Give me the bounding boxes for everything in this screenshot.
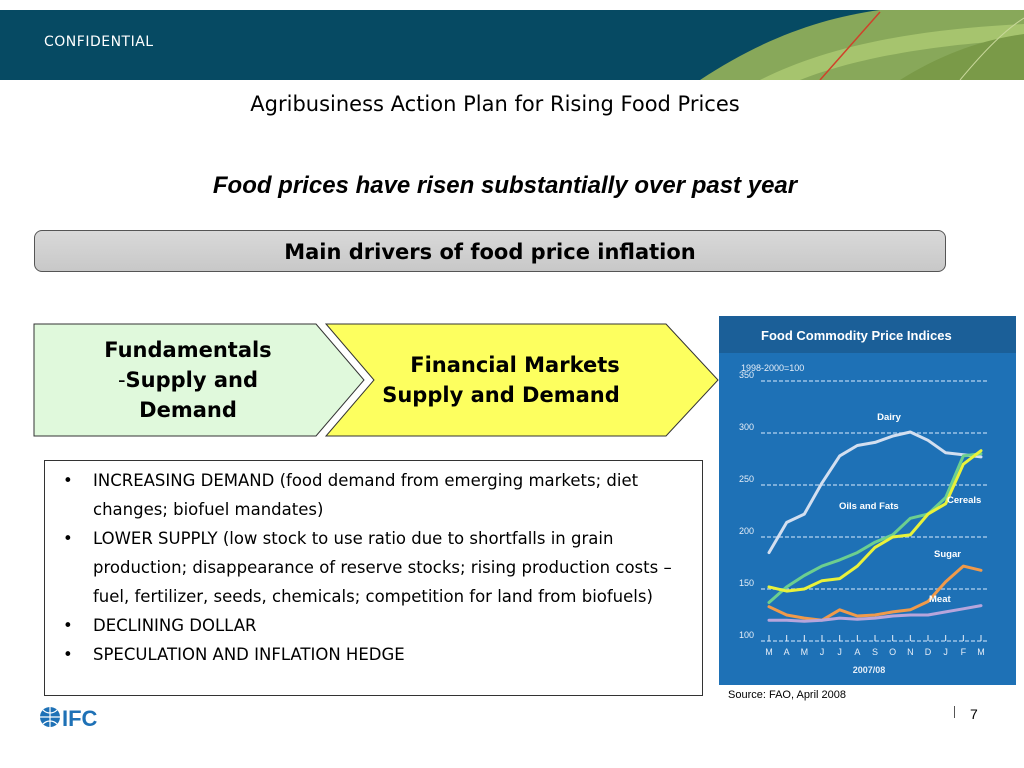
- fundamentals-line-2: -Supply and: [78, 365, 298, 395]
- chart-x-tick-label: J: [820, 647, 825, 657]
- financial-line-2: Supply and Demand: [382, 383, 620, 407]
- drivers-heading-box: Main drivers of food price inflation: [34, 230, 946, 272]
- chart-x-tick-label: S: [872, 647, 878, 657]
- chart-series-label: Cereals: [947, 495, 981, 506]
- source-note: Source: FAO, April 2008: [728, 689, 847, 701]
- chart-title: Food Commodity Price Indices: [761, 328, 952, 343]
- chart-series-label: Dairy: [877, 412, 901, 423]
- drivers-arrows: [33, 323, 719, 437]
- chart-y-tick-label: 250: [739, 474, 754, 484]
- chart-series-label: Oils and Fats: [839, 501, 899, 512]
- food-commodity-chart-panel: Food Commodity Price Indices 1998-2000=1…: [719, 316, 1016, 685]
- chart-x-tick-label: M: [765, 647, 773, 657]
- chart-series-line: [767, 449, 983, 593]
- chart-y-tick-label: 350: [739, 370, 754, 380]
- svg-text:IFC: IFC: [62, 706, 98, 731]
- chart-x-tick-label: D: [925, 647, 932, 657]
- chart-x-tick-label: M: [801, 647, 809, 657]
- chart-x-tick-label: O: [889, 647, 896, 657]
- chart-title-bar: [719, 316, 1016, 353]
- list-item: DECLINING DOLLAR: [59, 611, 692, 640]
- slide-subtitle: Food prices have risen substantially ove…: [212, 172, 798, 199]
- food-commodity-chart: Food Commodity Price Indices 1998-2000=1…: [719, 316, 1016, 675]
- list-item: LOWER SUPPLY (low stock to use ratio due…: [59, 524, 692, 611]
- header-leaf-graphic: [700, 10, 1024, 80]
- chart-series-line: [767, 564, 983, 622]
- drivers-bullet-list: INCREASING DEMAND (food demand from emer…: [44, 460, 703, 696]
- chart-x-tick-label: J: [943, 647, 948, 657]
- chart-series-line: [767, 430, 983, 555]
- fundamentals-dash: -: [117, 368, 126, 392]
- chart-y-tick-label: 150: [739, 578, 754, 588]
- globe-icon: IFC: [40, 706, 98, 731]
- chart-x-tick-label: F: [961, 647, 967, 657]
- chart-x-tick-label: A: [784, 647, 790, 657]
- chart-series-line: [767, 604, 983, 623]
- financial-line-1: Financial Markets: [410, 353, 620, 377]
- slide-title: Agribusiness Action Plan for Rising Food…: [250, 92, 740, 116]
- chart-y-tick-label: 100: [739, 630, 754, 640]
- fundamentals-chevron: [33, 323, 365, 437]
- chart-series-label: Sugar: [934, 549, 961, 560]
- page-number: 7: [970, 706, 978, 722]
- fundamentals-line-2-text: Supply and: [125, 368, 259, 392]
- financial-markets-chevron: [324, 323, 719, 437]
- chart-x-tick-label: J: [837, 647, 842, 657]
- list-item: INCREASING DEMAND (food demand from emer…: [59, 466, 692, 524]
- header-banner: CONFIDENTIAL: [0, 0, 1024, 80]
- chart-y-tick-label: 300: [739, 422, 754, 432]
- fundamentals-line-1: Fundamentals: [104, 338, 272, 362]
- header-top-strip: [0, 0, 1024, 10]
- chart-series-label: Meat: [929, 594, 951, 605]
- fundamentals-line-3: Demand: [139, 398, 237, 422]
- chart-series-line: [767, 452, 983, 604]
- list-item: SPECULATION AND INFLATION HEDGE: [59, 640, 692, 669]
- chart-y-tick-label: 200: [739, 526, 754, 536]
- page-separator: [954, 706, 955, 718]
- financial-markets-label: Financial Markets Supply and Demand: [360, 350, 670, 410]
- chart-x-tick-label: N: [907, 647, 914, 657]
- chart-x-tick-label: A: [854, 647, 860, 657]
- confidential-label: CONFIDENTIAL: [44, 34, 154, 50]
- chart-x-tick-label: M: [977, 647, 985, 657]
- fundamentals-label: Fundamentals -Supply and Demand: [78, 335, 298, 425]
- chart-y-axis-label: 1998-2000=100: [741, 363, 804, 373]
- chart-x-axis-label: 2007/08: [853, 665, 886, 675]
- ifc-logo: IFC: [38, 704, 118, 736]
